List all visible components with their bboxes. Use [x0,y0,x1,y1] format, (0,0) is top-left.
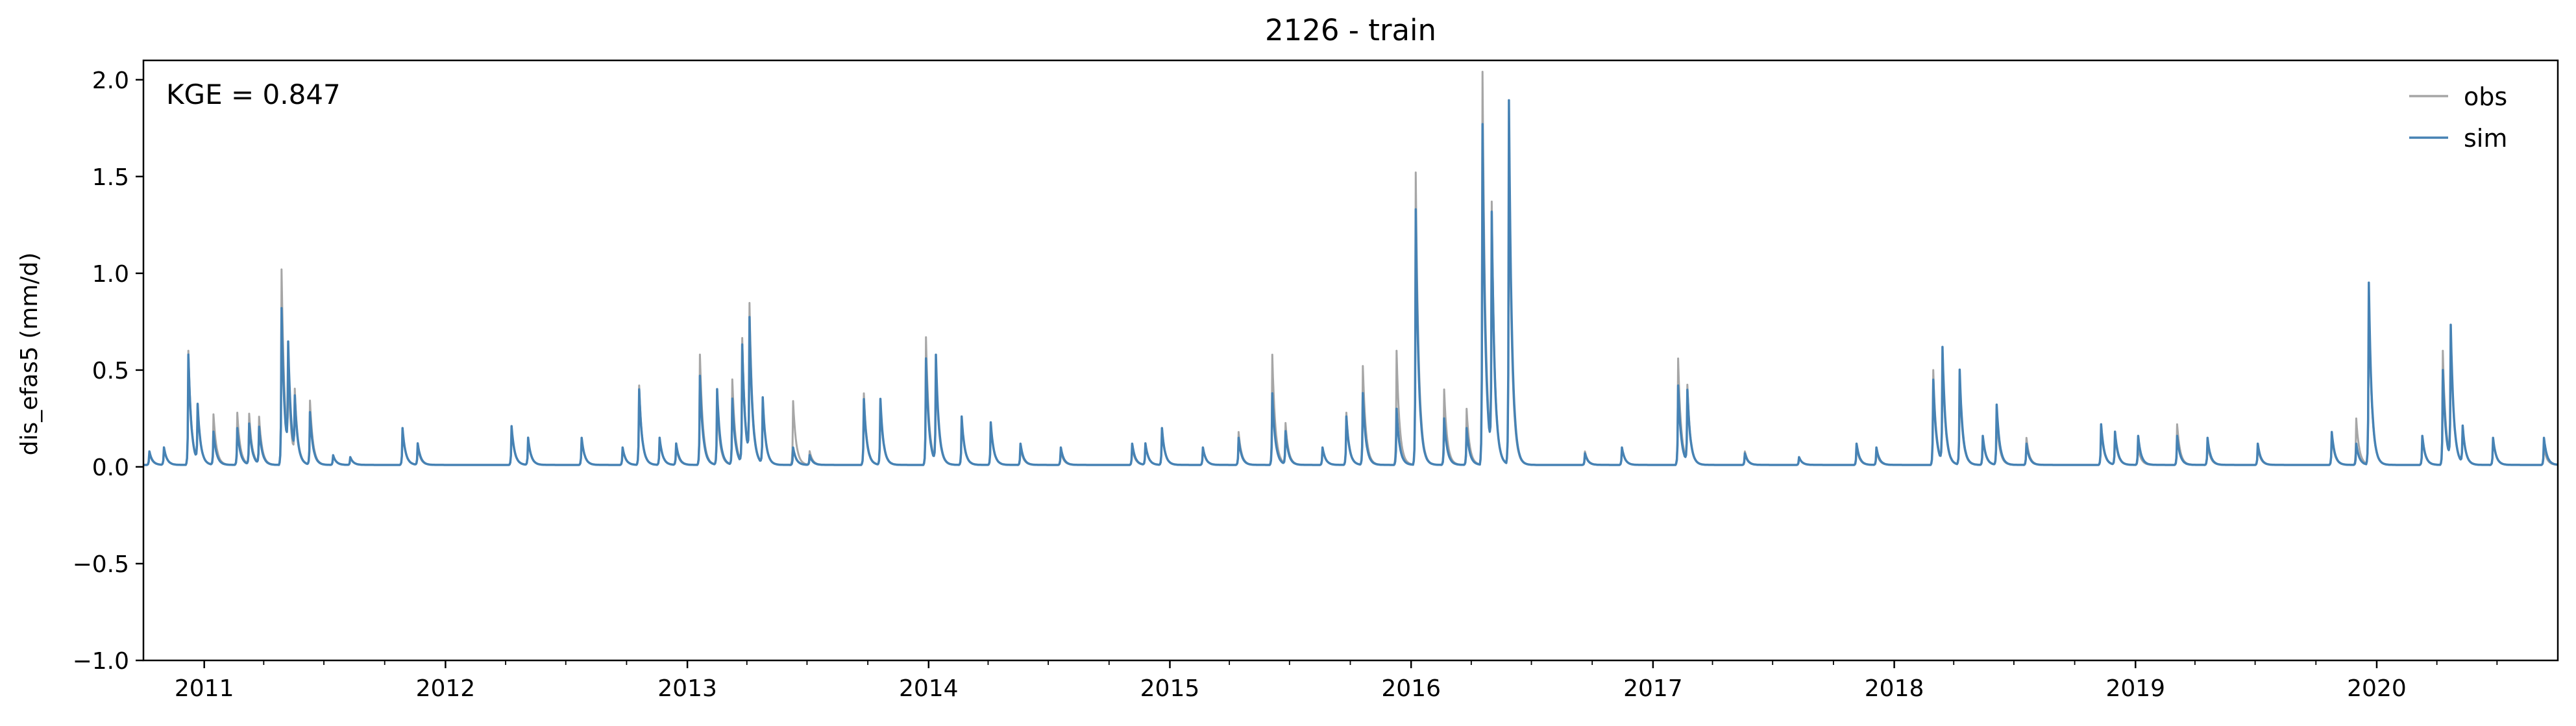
y-tick-label: 2.0 [92,68,129,94]
x-tick-label: 2016 [1381,675,1441,702]
y-tick-label: 1.0 [92,261,129,288]
x-tick-label: 2020 [2347,675,2407,702]
y-tick-label: 0.0 [92,455,129,481]
legend-label-sim: sim [2464,124,2507,153]
x-tick-label: 2019 [2105,675,2165,702]
legend-label-obs: obs [2464,82,2507,111]
x-tick-label: 2015 [1140,675,1200,702]
x-tick-label: 2018 [1865,675,1924,702]
y-tick-label: 0.5 [92,358,129,384]
y-tick-label: 1.5 [92,164,129,191]
x-tick-label: 2013 [657,675,717,702]
x-tick-label: 2014 [899,675,959,702]
x-tick-label: 2012 [416,675,476,702]
x-tick-label: 2011 [175,675,234,702]
chart-title: 2126 - train [1265,13,1436,47]
x-tick-label: 2017 [1623,675,1683,702]
y-tick-label: −1.0 [73,648,129,675]
y-axis-title: dis_efas5 (mm/d) [16,253,43,456]
y-tick-label: −0.5 [73,551,129,578]
kge-annotation: KGE = 0.847 [166,79,341,110]
